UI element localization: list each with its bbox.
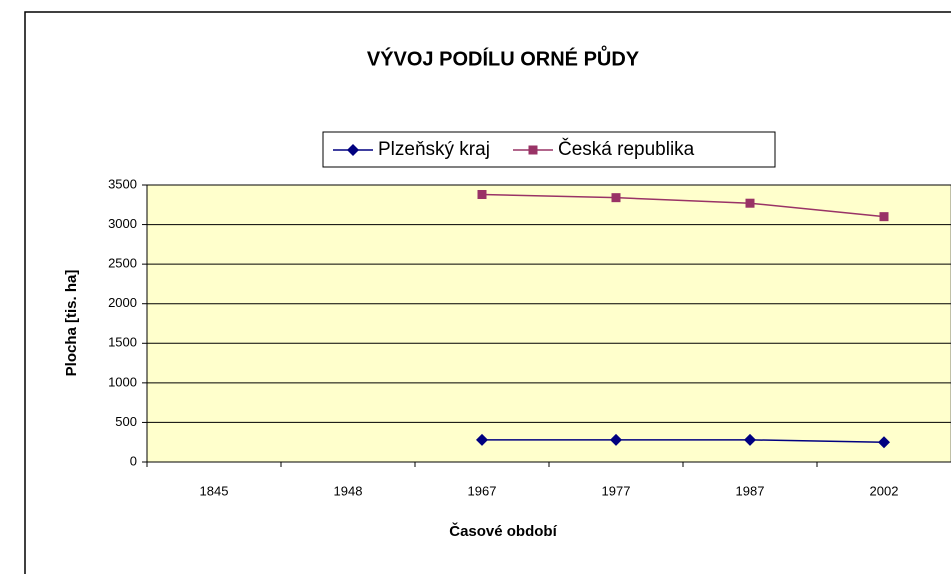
data-point	[879, 212, 889, 222]
plot-area	[146, 184, 951, 463]
x-tick-label: 1987	[736, 483, 765, 498]
data-point	[745, 198, 755, 208]
data-point	[610, 433, 622, 446]
y-axis-label: Plocha [tis. ha]	[63, 270, 80, 377]
series-line	[481, 193, 885, 218]
y-tick-label: 1000	[108, 374, 137, 389]
data-point	[744, 433, 756, 446]
x-tick-label: 1845	[200, 483, 229, 498]
legend-marker	[347, 144, 359, 156]
x-tick-label: 1977	[602, 483, 631, 498]
y-tick-label: 3000	[108, 216, 137, 231]
legend-label: Plzeňský kraj	[378, 139, 490, 160]
data-point	[477, 189, 487, 199]
data-point	[476, 433, 488, 446]
legend-marker	[528, 145, 538, 155]
y-tick-label: 500	[115, 414, 137, 429]
series-line	[482, 439, 885, 443]
data-point	[878, 436, 890, 449]
y-tick-label: 2000	[108, 295, 137, 310]
y-tick-label: 0	[130, 453, 137, 468]
x-tick-label: 2002	[870, 483, 899, 498]
x-tick-label: 1948	[334, 483, 363, 498]
x-axis-label: Časové období	[449, 522, 557, 540]
legend-label: Česká republika	[558, 138, 695, 160]
x-tick-label: 1967	[468, 483, 497, 498]
y-tick-label: 3500	[108, 176, 137, 191]
y-tick-label: 1500	[108, 335, 137, 350]
chart-title: VÝVOJ PODÍLU ORNÉ PŮDY	[367, 44, 640, 70]
data-point	[611, 193, 621, 203]
y-tick-label: 2500	[108, 256, 137, 271]
